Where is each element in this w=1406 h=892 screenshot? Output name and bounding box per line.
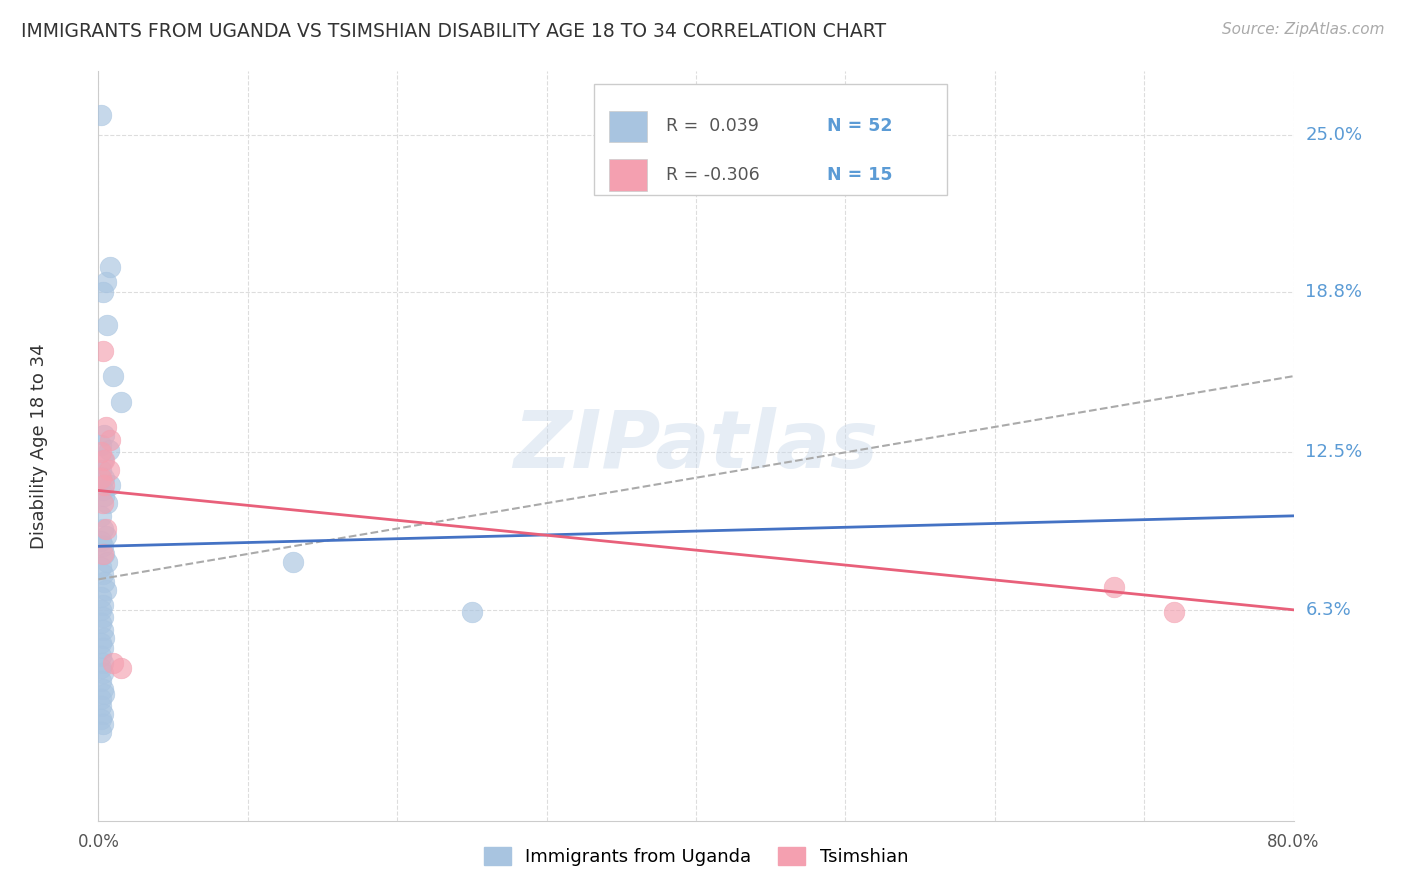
Text: 25.0%: 25.0%	[1306, 126, 1362, 144]
Point	[90, 636, 112, 650]
Point	[91, 706, 114, 721]
Point	[98, 478, 122, 492]
Point	[90, 107, 112, 121]
Point	[93, 574, 115, 589]
Point	[90, 661, 112, 675]
Point	[90, 673, 112, 688]
Point	[91, 610, 114, 624]
Point	[90, 603, 112, 617]
Point	[91, 623, 114, 637]
Point	[91, 539, 114, 553]
Point	[90, 445, 112, 459]
Point	[90, 463, 112, 477]
Point	[90, 724, 112, 739]
Text: ZIPatlas: ZIPatlas	[513, 407, 879, 485]
Text: 6.3%: 6.3%	[1306, 601, 1351, 619]
Text: 0.0%: 0.0%	[77, 833, 120, 851]
Point	[90, 590, 112, 604]
Point	[91, 567, 114, 582]
Point	[90, 615, 112, 630]
Point	[91, 666, 114, 681]
Point	[90, 438, 112, 452]
Point	[94, 582, 117, 597]
Point	[94, 275, 117, 289]
Bar	[609, 111, 647, 142]
Point	[110, 661, 132, 675]
Point	[90, 508, 112, 523]
Bar	[609, 160, 647, 191]
Text: 80.0%: 80.0%	[1267, 833, 1320, 851]
Point	[98, 260, 122, 274]
Point	[91, 453, 114, 467]
Point	[93, 453, 115, 467]
Point	[96, 555, 118, 569]
Text: IMMIGRANTS FROM UGANDA VS TSIMSHIAN DISABILITY AGE 18 TO 34 CORRELATION CHART: IMMIGRANTS FROM UGANDA VS TSIMSHIAN DISA…	[21, 22, 886, 41]
Point	[91, 681, 114, 696]
Point	[91, 640, 114, 655]
Point	[93, 471, 115, 485]
Point	[93, 547, 115, 561]
Point	[96, 318, 118, 333]
Point	[90, 534, 112, 549]
Text: Disability Age 18 to 34: Disability Age 18 to 34	[30, 343, 48, 549]
Text: Source: ZipAtlas.com: Source: ZipAtlas.com	[1222, 22, 1385, 37]
Point	[281, 555, 304, 569]
Text: 12.5%: 12.5%	[1306, 443, 1362, 461]
Point	[90, 691, 112, 706]
Point	[103, 369, 125, 384]
Point	[91, 522, 114, 536]
Point	[103, 656, 125, 670]
Point	[93, 427, 115, 442]
Point	[461, 606, 484, 620]
Point	[93, 478, 115, 492]
Point	[94, 529, 117, 543]
Point	[90, 648, 112, 663]
Point	[1163, 606, 1185, 620]
Point	[91, 717, 114, 731]
Point	[98, 433, 122, 447]
Point	[91, 598, 114, 612]
Text: N = 15: N = 15	[827, 166, 893, 184]
Point	[110, 394, 132, 409]
Point	[91, 343, 114, 358]
Point	[90, 471, 112, 485]
Legend: Immigrants from Uganda, Tsimshian: Immigrants from Uganda, Tsimshian	[475, 838, 917, 875]
Point	[97, 463, 120, 477]
Point	[94, 522, 117, 536]
Point	[90, 559, 112, 574]
Point	[91, 483, 114, 498]
Point	[91, 656, 114, 670]
Point	[94, 420, 117, 434]
Text: R =  0.039: R = 0.039	[666, 117, 759, 136]
Point	[1104, 580, 1126, 594]
FancyBboxPatch shape	[595, 84, 948, 195]
Text: 18.8%: 18.8%	[1306, 284, 1362, 301]
Text: N = 52: N = 52	[827, 117, 893, 136]
Point	[91, 547, 114, 561]
Point	[90, 712, 112, 726]
Point	[93, 489, 115, 503]
Point	[93, 687, 115, 701]
Point	[97, 442, 120, 457]
Point	[91, 285, 114, 300]
Point	[96, 496, 118, 510]
Point	[91, 496, 114, 510]
Point	[90, 699, 112, 714]
Text: R = -0.306: R = -0.306	[666, 166, 759, 184]
Point	[93, 631, 115, 645]
